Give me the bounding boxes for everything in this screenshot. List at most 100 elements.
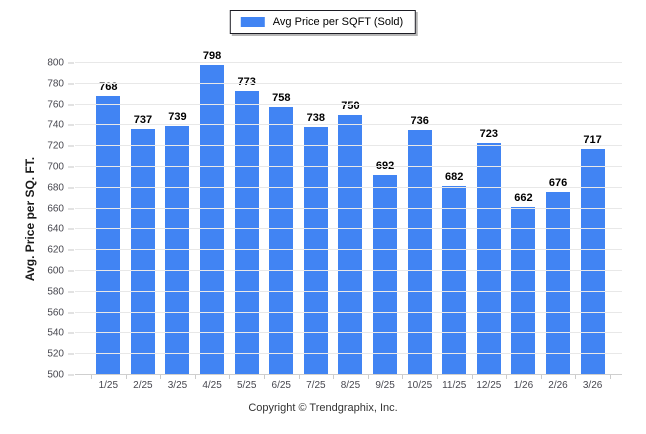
x-tick-mark (298, 375, 300, 379)
bar-slot: 676 (541, 63, 576, 375)
bar-value-label: 798 (202, 50, 222, 63)
bar-value-label: 682 (445, 170, 464, 183)
gridline (75, 186, 622, 188)
y-tick-label: 700 (47, 161, 64, 173)
y-tick: 540 (47, 328, 74, 339)
y-tick-mark (68, 332, 74, 334)
y-tick-mark (68, 353, 74, 355)
gridline (75, 228, 622, 230)
bar (96, 96, 121, 375)
legend-label: Avg Price per SQFT (Sold) (272, 16, 404, 28)
gridline (75, 270, 622, 271)
bar-slot: 723 (472, 63, 507, 375)
x-tick-label: 4/25 (202, 380, 222, 391)
x-ticks (91, 375, 611, 379)
x-tick-mark (264, 375, 265, 379)
x-tick-label: 11/25 (442, 380, 467, 391)
x-tick-mark (575, 375, 577, 379)
x-tick-mark (367, 375, 369, 379)
gridline (75, 145, 622, 147)
gridline (75, 353, 622, 355)
y-tick-label: 740 (47, 119, 64, 131)
plot-area: 7687377397987737587387506927366827236626… (75, 50, 622, 375)
y-tick: 660 (47, 203, 74, 214)
y-tick-mark (68, 291, 74, 293)
y-tick: 700 (47, 162, 74, 173)
y-tick: 520 (47, 349, 74, 360)
x-tick-label: 3/26 (582, 380, 603, 391)
x-tick-mark (229, 375, 231, 379)
y-tick-mark (68, 124, 74, 126)
bar-slot: 798 (195, 50, 230, 375)
x-tick-label: 12/25 (476, 380, 502, 391)
bar (303, 127, 328, 375)
x-tick-mark (437, 375, 438, 379)
x-tick-label: 6/25 (271, 380, 291, 391)
bar-value-label: 758 (272, 91, 291, 104)
y-tick-mark (68, 62, 74, 64)
y-tick-label: 500 (47, 369, 64, 381)
bar (407, 129, 432, 375)
y-tick-mark (68, 228, 74, 230)
y-tick-mark (68, 249, 74, 251)
x-tick-label: 3/25 (167, 380, 188, 391)
y-tick: 560 (47, 307, 74, 318)
bar-value-label: 739 (168, 111, 187, 124)
y-tick-mark (68, 166, 74, 168)
gridline (75, 332, 622, 334)
x-tick-mark (333, 375, 335, 379)
bar-slot: 738 (299, 63, 334, 375)
gridline (75, 374, 622, 375)
x-tick-mark (125, 375, 127, 379)
bar-slot: 758 (264, 63, 299, 375)
y-tick-mark (68, 374, 74, 376)
x-axis-labels: 1/25 2/25 3/25 4/25 5/25 6/25 7/25 8/25 9/25 10/2… (91, 380, 610, 391)
bar-value-label: 676 (548, 176, 568, 189)
bar (269, 106, 294, 375)
x-tick-label: 1/26 (513, 380, 534, 391)
bar (234, 91, 259, 375)
bar-slot: 768 (91, 63, 126, 375)
gridline (75, 124, 622, 126)
bar (580, 149, 605, 375)
y-tick-mark (68, 83, 74, 85)
x-tick-mark (91, 375, 92, 379)
y-tick: 640 (47, 224, 74, 235)
bar-value-label: 768 (99, 81, 118, 94)
bar-slot: 773 (229, 63, 264, 375)
gridline (75, 311, 622, 313)
gridline (75, 82, 622, 84)
bar-slot: 662 (506, 63, 541, 375)
y-tick: 580 (47, 286, 74, 297)
y-tick-mark (68, 270, 74, 272)
x-tick-mark (506, 375, 508, 379)
bars: 7687377397987737587387506927366827236626… (91, 50, 610, 375)
gridline (75, 207, 622, 209)
x-tick-mark (471, 375, 473, 379)
bar-slot: 750 (333, 63, 368, 375)
bar (476, 143, 501, 375)
y-tick-label: 780 (47, 78, 64, 90)
y-tick-label: 620 (47, 244, 64, 256)
y-tick-label: 640 (47, 223, 64, 235)
bar (338, 115, 363, 375)
bar-slot: 717 (575, 63, 610, 375)
bar-slot: 682 (437, 63, 472, 375)
bar (373, 175, 398, 375)
y-tick-label: 760 (47, 99, 64, 111)
gridline (75, 103, 622, 105)
y-tick-mark (68, 208, 74, 210)
y-tick: 760 (47, 99, 74, 110)
y-tick: 680 (47, 182, 74, 193)
y-tick-label: 600 (47, 265, 64, 277)
x-tick-label: 8/25 (340, 380, 361, 391)
bar-slot: 692 (368, 63, 403, 375)
bar-value-label: 736 (410, 114, 429, 127)
bar (511, 206, 536, 375)
y-tick-label: 680 (47, 182, 64, 194)
bar-value-label: 738 (306, 112, 326, 125)
y-tick-label: 720 (47, 140, 64, 152)
bar-slot: 736 (402, 63, 437, 375)
bar (200, 65, 225, 375)
